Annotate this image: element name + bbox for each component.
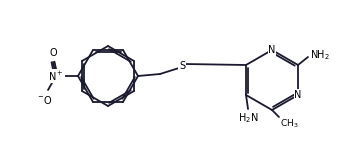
Text: N: N	[268, 45, 276, 55]
Text: N$^+$: N$^+$	[48, 70, 64, 82]
Text: NH$_2$: NH$_2$	[310, 48, 330, 62]
Text: O: O	[49, 48, 57, 58]
Text: N: N	[294, 90, 302, 100]
Text: S: S	[179, 61, 185, 71]
Text: CH$_3$: CH$_3$	[280, 118, 299, 131]
Text: H$_2$N: H$_2$N	[238, 111, 258, 125]
Text: $^{-}$O: $^{-}$O	[38, 94, 53, 106]
